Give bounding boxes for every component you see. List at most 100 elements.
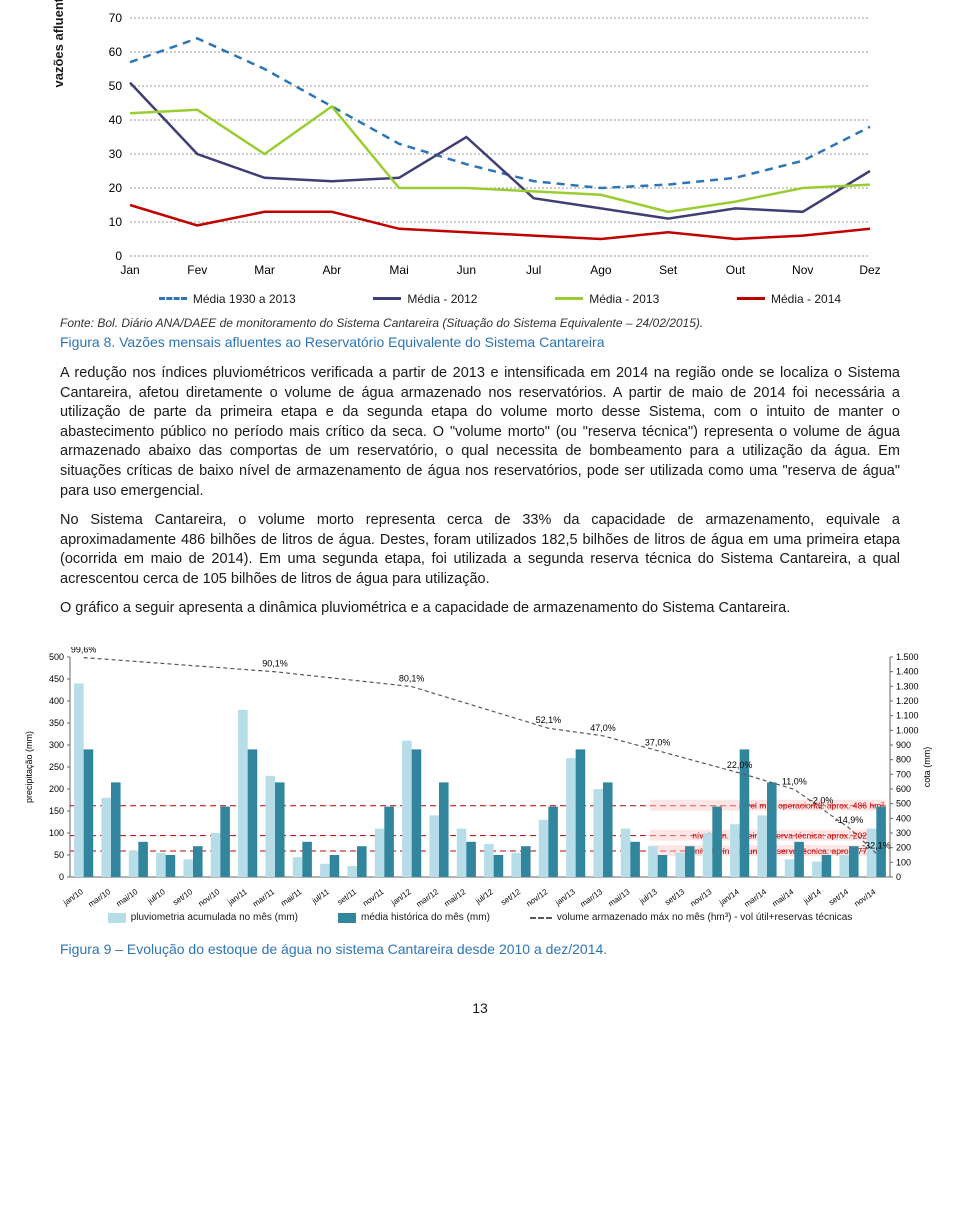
svg-text:0: 0 [115,249,122,263]
legend-item: Média - 2013 [555,291,659,307]
svg-text:set/12: set/12 [499,887,522,907]
svg-text:nov/10: nov/10 [197,887,222,907]
legend-item: média histórica do mês (mm) [338,911,490,925]
svg-text:precipitação (mm): precipitação (mm) [24,731,34,803]
svg-text:set/13: set/13 [663,887,686,907]
svg-text:jan/13: jan/13 [553,887,577,907]
svg-text:400: 400 [896,813,911,823]
svg-text:500: 500 [896,799,911,809]
svg-text:50: 50 [54,850,64,860]
paragraph-2: No Sistema Cantareira, o volume morto re… [60,511,900,589]
legend-item: Média - 2014 [737,291,841,307]
svg-text:1.100: 1.100 [896,711,919,721]
svg-text:mai/13: mai/13 [607,887,632,907]
svg-text:300: 300 [49,740,64,750]
svg-text:mai/12: mai/12 [443,887,468,907]
svg-text:jul/10: jul/10 [145,887,167,906]
svg-text:22,0%: 22,0% [727,760,753,770]
svg-text:900: 900 [896,740,911,750]
svg-text:0: 0 [59,872,64,882]
paragraph-3: O gráfico a seguir apresenta a dinâmica … [60,599,900,619]
svg-text:set/11: set/11 [336,887,359,907]
line-chart-vazoes: vazões afluentes (m³/s) 010203040506070J… [60,10,900,307]
figure-9-caption: Figura 9 – Evolução do estoque de água n… [60,940,900,959]
paragraph-1: A redução nos índices pluviométricos ver… [60,364,900,501]
svg-text:jul/11: jul/11 [310,887,332,906]
svg-text:nov/12: nov/12 [525,887,550,907]
svg-text:Jul: Jul [526,263,541,277]
figure-8-caption: Figura 8. Vazões mensais afluentes ao Re… [60,333,900,352]
legend-item: volume armazenado máx no mês (hm³) - vol… [530,911,852,925]
svg-text:800: 800 [896,755,911,765]
svg-text:Set: Set [659,263,678,277]
svg-text:cota (mm): cota (mm) [922,747,932,788]
y-axis-label: vazões afluentes (m³/s) [50,0,68,87]
svg-text:Jun: Jun [457,263,476,277]
svg-text:jul/14: jul/14 [801,887,823,906]
fonte-text: Fonte: Bol. Diário ANA/DAEE de monitoram… [60,315,900,331]
svg-text:400: 400 [49,696,64,706]
svg-text:Ago: Ago [590,263,612,277]
svg-text:1.300: 1.300 [896,681,919,691]
svg-text:250: 250 [49,762,64,772]
svg-text:20: 20 [109,181,123,195]
svg-text:600: 600 [896,784,911,794]
svg-text:200: 200 [49,784,64,794]
line-chart-legend: Média 1930 a 2013 Média - 2012 Média - 201… [120,291,880,307]
svg-text:0: 0 [896,872,901,882]
svg-text:-2,0%: -2,0% [810,796,834,806]
svg-text:Dez: Dez [859,263,880,277]
svg-text:150: 150 [49,806,64,816]
svg-text:Abr: Abr [322,263,341,277]
legend-item: Média 1930 a 2013 [159,291,296,307]
svg-text:37,0%: 37,0% [645,738,671,748]
svg-text:mar/10: mar/10 [87,887,113,907]
svg-text:jul/13: jul/13 [637,887,659,906]
svg-text:jul/12: jul/12 [473,887,495,906]
svg-text:mai/11: mai/11 [279,887,304,907]
svg-text:Jan: Jan [120,263,139,277]
svg-text:Mai: Mai [389,263,408,277]
svg-text:1.000: 1.000 [896,725,919,735]
svg-text:Out: Out [726,263,746,277]
combo-chart-svg: 0 50 100 150 200 250 300 350 400 450 500 precipitaç… [20,647,940,907]
legend-item: Média - 2012 [373,291,477,307]
svg-text:-14,9%: -14,9% [835,815,864,825]
svg-text:mai/10: mai/10 [115,887,140,907]
svg-text:60: 60 [109,45,123,59]
svg-text:90,1%: 90,1% [262,659,288,669]
svg-text:nov/13: nov/13 [689,887,714,907]
svg-text:nov/14: nov/14 [853,887,878,907]
svg-text:nov/11: nov/11 [361,887,386,907]
svg-text:70: 70 [109,11,123,25]
svg-text:52,1%: 52,1% [536,715,562,725]
svg-text:30: 30 [109,147,123,161]
svg-text:jan/14: jan/14 [717,887,741,907]
svg-text:300: 300 [896,828,911,838]
svg-text:350: 350 [49,718,64,728]
svg-text:Mar: Mar [254,263,275,277]
svg-text:700: 700 [896,769,911,779]
svg-text:jan/10: jan/10 [61,887,85,907]
svg-text:set/14: set/14 [827,887,850,907]
svg-text:10: 10 [109,215,123,229]
svg-text:100: 100 [49,828,64,838]
svg-text:mai/14: mai/14 [771,887,796,907]
svg-text:mar/12: mar/12 [415,887,441,907]
svg-text:mar/14: mar/14 [743,887,769,907]
svg-text:99,6%: 99,6% [71,647,97,655]
svg-text:500: 500 [49,652,64,662]
svg-text:11,0%: 11,0% [782,776,807,786]
svg-text:mar/13: mar/13 [579,887,605,907]
svg-text:50: 50 [109,79,123,93]
line-chart-svg: 010203040506070JanFevMarAbrMaiJunJulAgoS… [80,10,880,280]
svg-text:jan/12: jan/12 [389,887,413,907]
svg-text:jan/11: jan/11 [225,887,249,907]
svg-text:40: 40 [109,113,123,127]
svg-text:mar/11: mar/11 [251,887,277,907]
svg-text:1.500: 1.500 [896,652,919,662]
svg-text:-32,1%: -32,1% [862,840,891,850]
combo-chart-legend: pluviometria acumulada no mês (mm)média … [20,911,940,925]
svg-text:47,0%: 47,0% [590,723,616,733]
svg-text:450: 450 [49,674,64,684]
